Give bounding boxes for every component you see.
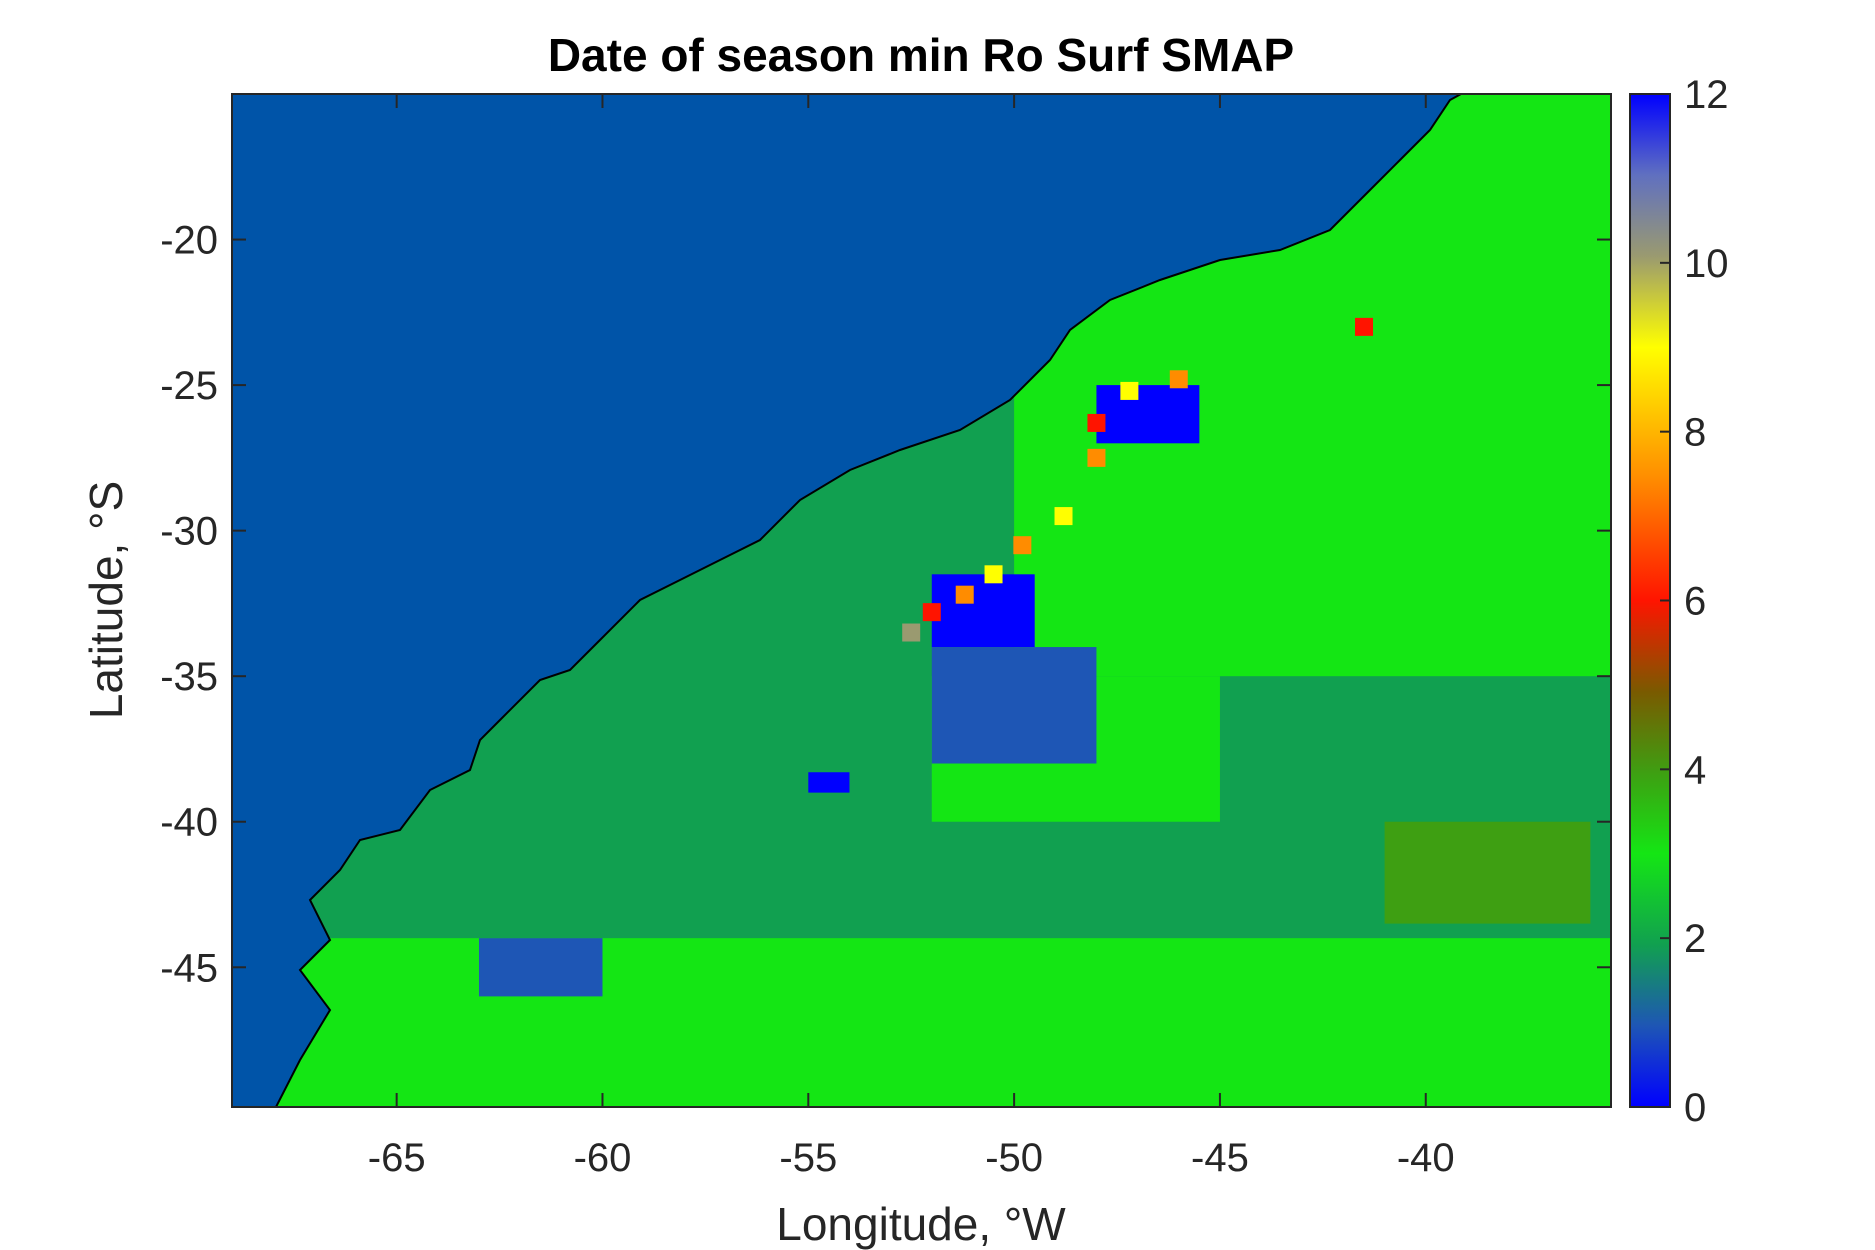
plot-area <box>232 94 1611 1107</box>
y-tick-label: -30 <box>160 510 218 554</box>
colorbar-tick-label: 12 <box>1684 73 1729 117</box>
coastal-cell <box>922 603 941 622</box>
coastal-cell <box>902 623 921 642</box>
colorbar-tick-label: 8 <box>1684 411 1706 455</box>
y-tick-label: -25 <box>160 364 218 408</box>
colorbar-tick-label: 2 <box>1684 917 1706 961</box>
value-region <box>931 574 1035 648</box>
x-axis: -65 -60 -55 -50 -45 -40 <box>368 94 1455 1180</box>
value-region <box>1384 821 1591 924</box>
chart-title: Date of season min Ro Surf SMAP <box>548 29 1294 81</box>
colorbar-tick-label: 6 <box>1684 580 1706 624</box>
value-region <box>276 938 1611 1107</box>
x-tick-label: -60 <box>574 1136 632 1180</box>
coastal-cell <box>1087 413 1106 432</box>
colorbar-tick-label: 10 <box>1684 242 1729 286</box>
value-region <box>931 647 1097 764</box>
x-axis-label: Longitude, °W <box>776 1198 1066 1250</box>
coastline <box>275 94 1462 1107</box>
coastal-cell <box>1169 370 1188 389</box>
y-tick-label: -35 <box>160 655 218 699</box>
plot-frame <box>231 93 1612 1108</box>
coastal-cell <box>1054 507 1073 526</box>
coastal-cell <box>1355 317 1374 336</box>
y-tick-label: -40 <box>160 801 218 845</box>
y-tick-label: -20 <box>160 219 218 263</box>
coastal-cell <box>955 585 974 604</box>
coastal-cell <box>984 565 1003 584</box>
y-tick-label: -45 <box>160 946 218 990</box>
value-region <box>1096 385 1200 444</box>
y-axis: -20 -25 -30 -35 -40 -45 <box>160 219 1611 990</box>
coastal-cell <box>1120 381 1139 400</box>
y-axis-label: Latitude, °S <box>80 481 132 719</box>
value-region <box>478 938 603 997</box>
x-tick-label: -55 <box>779 1136 837 1180</box>
colorbar-tick-label: 4 <box>1684 748 1706 792</box>
coastal-cell <box>1087 448 1106 467</box>
coastal-cell <box>1013 536 1032 555</box>
colorbar: 0 2 4 6 8 10 12 <box>1629 73 1729 1130</box>
x-tick-label: -40 <box>1397 1136 1455 1180</box>
value-region <box>808 772 850 793</box>
x-tick-label: -65 <box>368 1136 426 1180</box>
x-tick-label: -45 <box>1191 1136 1249 1180</box>
colorbar-tick-label: 0 <box>1684 1086 1706 1130</box>
x-tick-label: -50 <box>985 1136 1043 1180</box>
colorbar-ticks: 0 2 4 6 8 10 12 <box>1660 73 1729 1130</box>
